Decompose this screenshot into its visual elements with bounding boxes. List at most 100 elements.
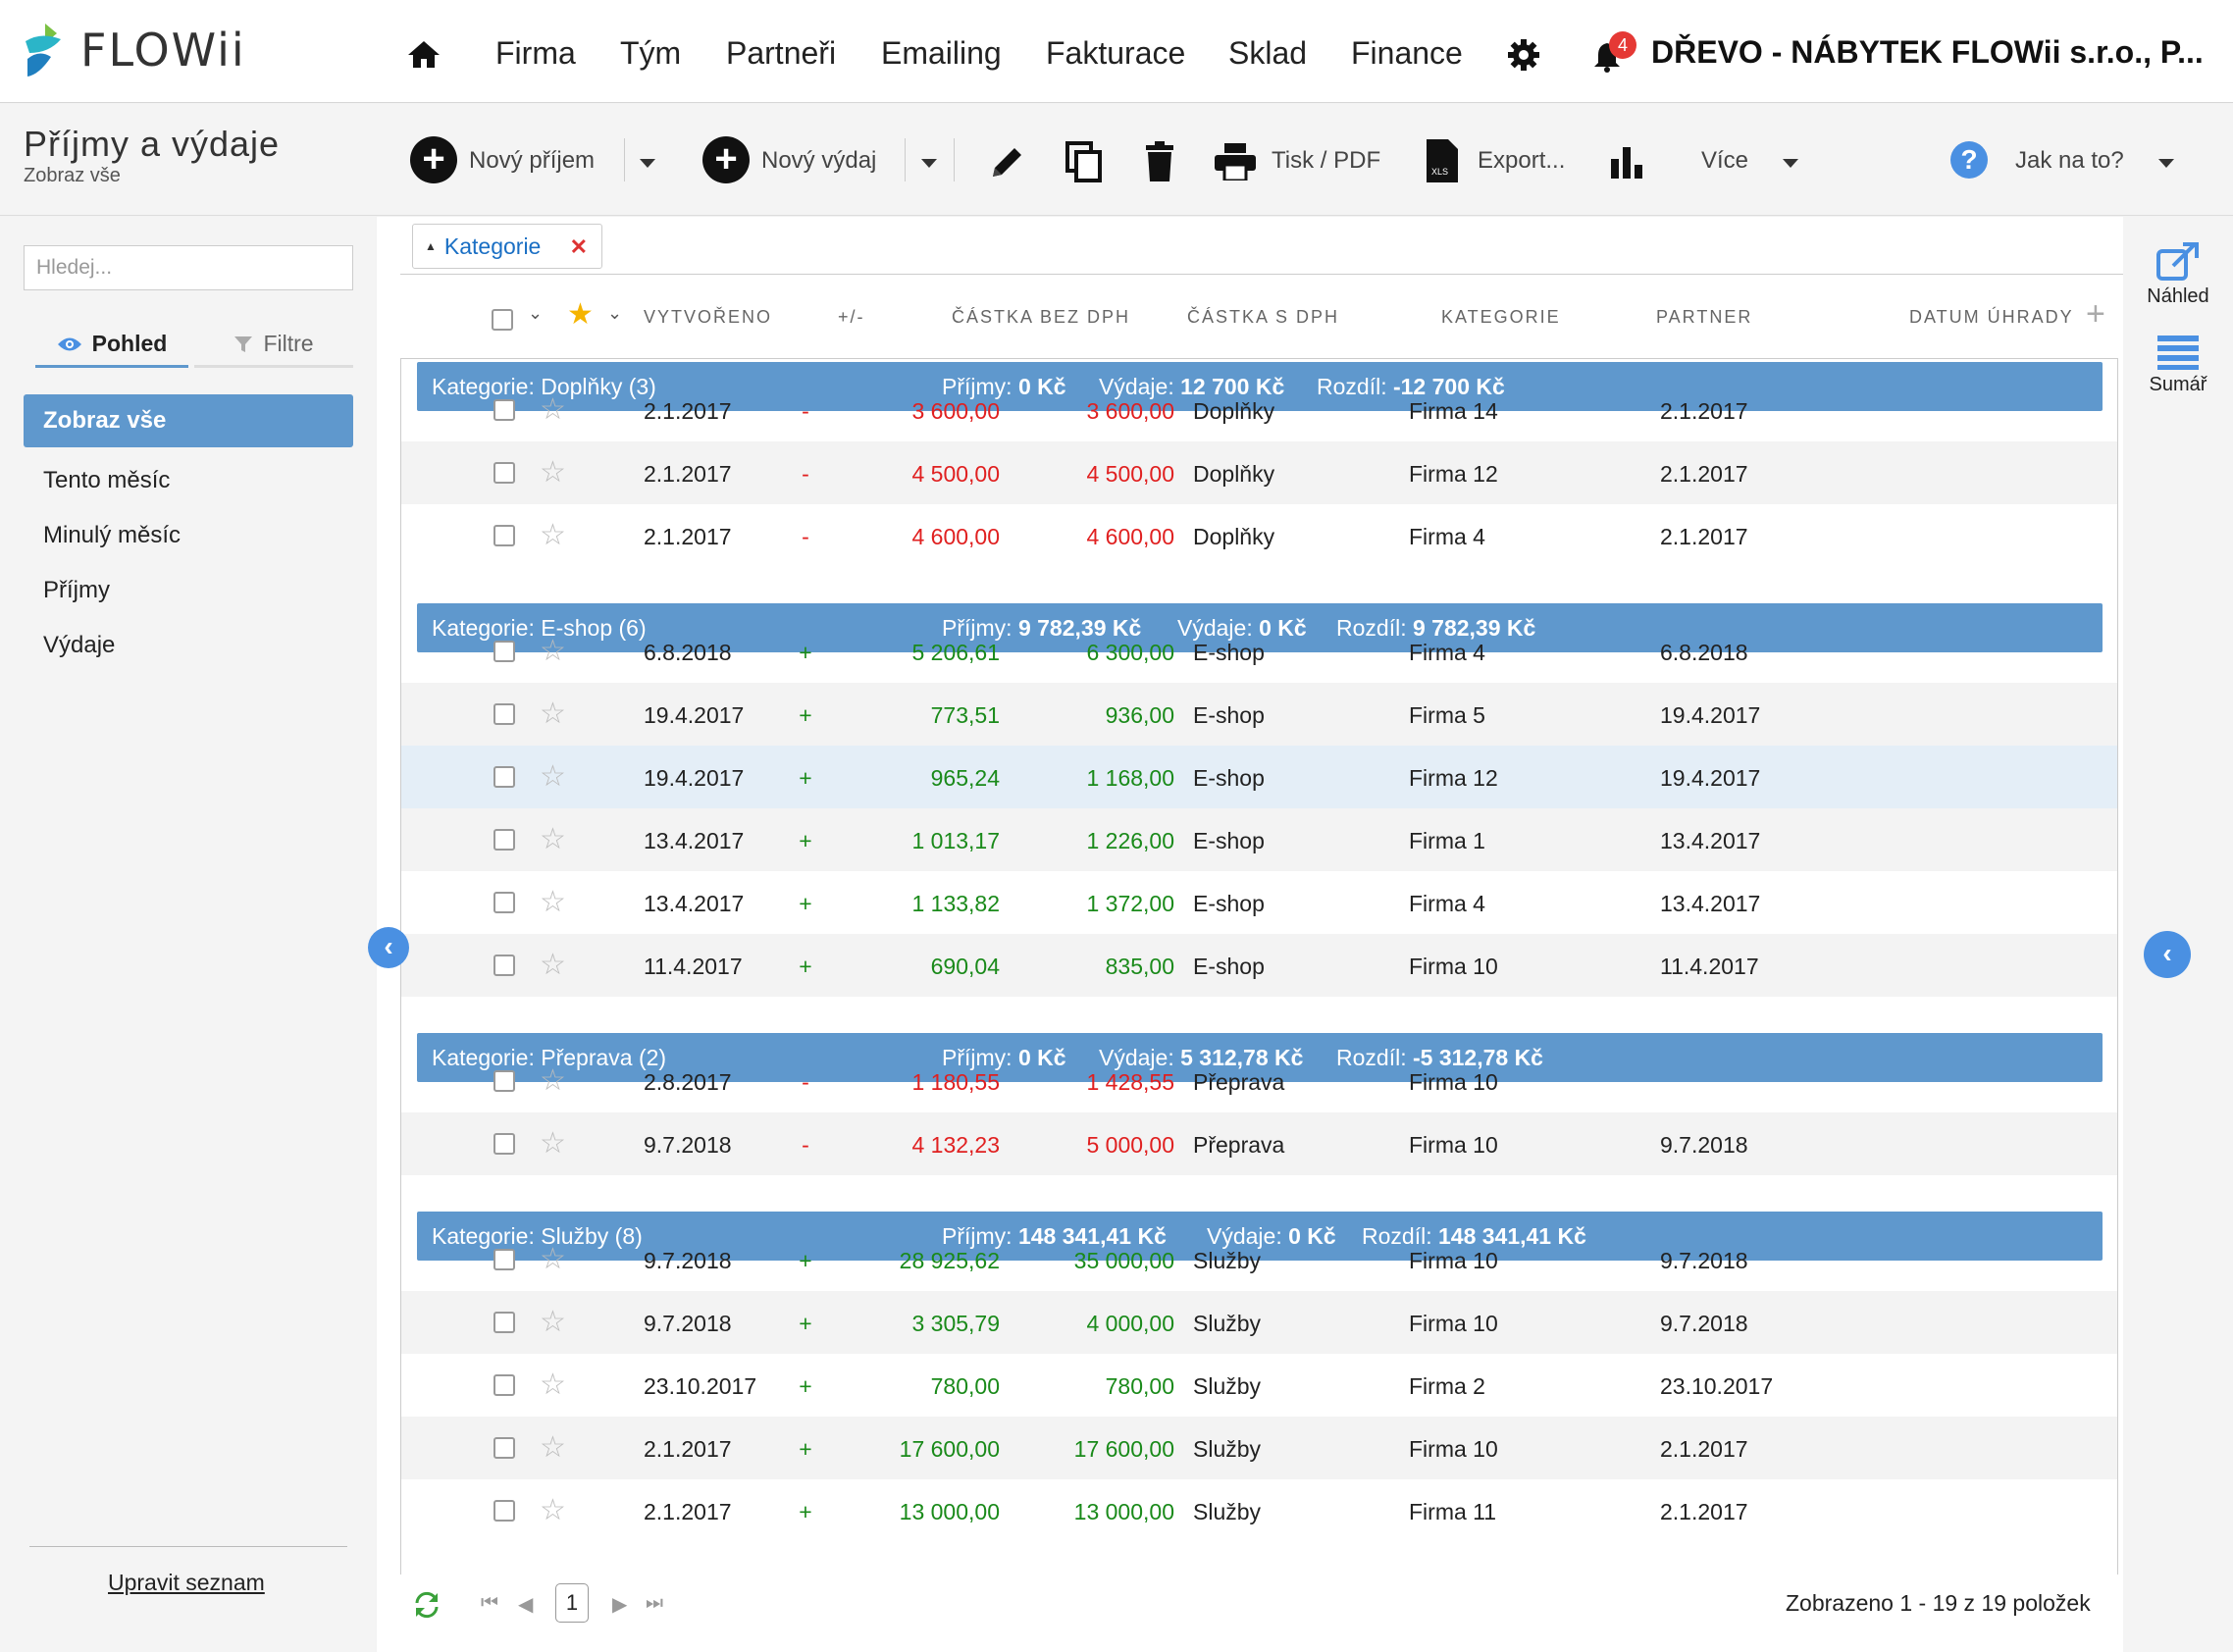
group-by-chip[interactable]: ▲ Kategorie ✕: [412, 224, 602, 269]
row-checkbox[interactable]: [493, 1312, 515, 1333]
row-checkbox[interactable]: [493, 462, 515, 484]
table-row[interactable]: ☆ 9.7.2018 - 4 132,23 5 000,00 Přeprava Firma …: [401, 1112, 2117, 1175]
row-checkbox[interactable]: [493, 703, 515, 725]
search-input[interactable]: [24, 245, 353, 290]
favorite-star-icon[interactable]: ☆: [540, 519, 566, 551]
row-checkbox[interactable]: [493, 1500, 515, 1522]
edit-icon[interactable]: [989, 143, 1026, 181]
excel-export-icon[interactable]: XLS: [1427, 139, 1458, 182]
new-expense-dropdown-icon[interactable]: [921, 159, 937, 168]
select-all-checkbox[interactable]: [492, 309, 513, 331]
col-net[interactable]: ČÁSTKA BEZ DPH: [952, 307, 1131, 327]
table-row[interactable]: ☆ 6.8.2018 +5 206,61 6 300,00 E-shop Firma 4 6…: [401, 620, 2117, 683]
edit-list-link[interactable]: Upravit seznam: [108, 1570, 265, 1595]
col-category[interactable]: KATEGORIE: [1441, 307, 1561, 327]
favorite-star-icon[interactable]: ☆: [540, 823, 566, 855]
summary-label[interactable]: Sumář: [2149, 374, 2207, 395]
row-checkbox[interactable]: [493, 1437, 515, 1459]
bar-chart-icon[interactable]: [1610, 145, 1643, 179]
table-row[interactable]: ☆ 13.4.2017 +1 013,17 1 226,00 E-shop Firma 1…: [401, 808, 2117, 871]
export-button[interactable]: Export...: [1478, 147, 1566, 174]
help-icon[interactable]: ?: [1950, 141, 1988, 179]
print-icon[interactable]: [1215, 143, 1256, 181]
more-button[interactable]: Více: [1701, 147, 1749, 174]
external-preview-icon[interactable]: [2155, 242, 2199, 282]
row-checkbox[interactable]: [493, 1374, 515, 1396]
group-header[interactable]: Kategorie: E-shop (6) Příjmy: 9 782,39 K…: [417, 603, 2103, 652]
favorite-star-icon[interactable]: ☆: [540, 1368, 566, 1401]
row-checkbox[interactable]: [493, 955, 515, 976]
favorite-star-icon[interactable]: ☆: [540, 635, 566, 667]
favorite-star-icon[interactable]: ☆: [540, 393, 566, 426]
favorite-star-icon[interactable]: ☆: [540, 886, 566, 918]
more-dropdown-icon[interactable]: [1783, 159, 1798, 168]
row-checkbox[interactable]: [493, 1070, 515, 1092]
table-row[interactable]: ☆ 19.4.2017 +773,51 936,00 E-shop Firma 5 19.4…: [401, 683, 2117, 746]
refresh-icon[interactable]: [412, 1591, 441, 1619]
current-page[interactable]: 1: [555, 1583, 589, 1623]
trash-icon[interactable]: [1144, 141, 1175, 182]
table-row[interactable]: ☆ 23.10.2017 +780,00 780,00 Služby Firma 2 23.…: [401, 1354, 2117, 1417]
group-header[interactable]: Kategorie: Doplňky (3) Příjmy: 0 Kč Výda…: [417, 362, 2103, 411]
company-name[interactable]: DŘEVO - NÁBYTEK FLOWii s.r.o., P...: [1651, 34, 2204, 70]
prev-page-icon[interactable]: ◀: [518, 1594, 534, 1616]
nav-sklad[interactable]: Sklad: [1228, 35, 1308, 71]
add-expense-icon[interactable]: +: [702, 136, 750, 183]
flowii-logo[interactable]: FLOWii: [22, 18, 267, 82]
collapse-preview-icon[interactable]: ‹: [2144, 931, 2191, 978]
nav-finance[interactable]: Finance: [1351, 35, 1463, 71]
nav-partneri[interactable]: Partneři: [726, 35, 837, 71]
nav-firma[interactable]: Firma: [495, 35, 576, 71]
sidebar-item-income[interactable]: Příjmy: [43, 577, 110, 603]
group-header[interactable]: Kategorie: Přeprava (2) Příjmy: 0 Kč Výd…: [417, 1033, 2103, 1082]
help-dropdown-icon[interactable]: [2158, 159, 2174, 168]
favorite-star-icon[interactable]: ☆: [540, 1243, 566, 1275]
col-paid-date[interactable]: DATUM ÚHRADY: [1909, 307, 2074, 327]
tab-view[interactable]: Pohled: [35, 323, 188, 368]
favorite-star-icon[interactable]: ☆: [540, 1306, 566, 1338]
table-row[interactable]: ☆ 11.4.2017 +690,04 835,00 E-shop Firma 10 11.…: [401, 934, 2117, 997]
favorite-star-icon[interactable]: ☆: [540, 1494, 566, 1526]
select-dropdown-icon[interactable]: ⌄: [528, 303, 544, 323]
row-checkbox[interactable]: [493, 766, 515, 788]
row-checkbox[interactable]: [493, 829, 515, 851]
col-created[interactable]: VYTVOŘENO: [644, 307, 773, 327]
favorite-star-icon[interactable]: ☆: [540, 697, 566, 730]
last-page-icon[interactable]: ⏭: [646, 1592, 663, 1614]
favorite-star-icon[interactable]: ☆: [540, 949, 566, 981]
collapse-sidebar-icon[interactable]: ‹: [368, 927, 409, 968]
remove-group-icon[interactable]: ✕: [569, 234, 588, 259]
sidebar-item-last-month[interactable]: Minulý měsíc: [43, 522, 182, 548]
next-page-icon[interactable]: ▶: [612, 1594, 628, 1616]
gear-icon[interactable]: [1507, 38, 1540, 72]
table-row[interactable]: ☆ 13.4.2017 +1 133,82 1 372,00 E-shop Firma 4…: [401, 871, 2117, 934]
favorite-header-icon[interactable]: ★: [567, 298, 594, 331]
col-gross[interactable]: ČÁSTKA S DPH: [1187, 307, 1340, 327]
table-row[interactable]: ☆ 2.1.2017 +17 600,00 17 600,00 Služby Firma …: [401, 1417, 2117, 1479]
new-income-button[interactable]: Nový příjem: [469, 147, 596, 174]
copy-icon[interactable]: [1065, 141, 1103, 182]
help-button[interactable]: Jak na to?: [2015, 147, 2124, 174]
row-checkbox[interactable]: [493, 1133, 515, 1155]
add-income-icon[interactable]: +: [410, 136, 457, 183]
tab-filter[interactable]: Filtre: [194, 323, 353, 368]
table-row[interactable]: ☆ 2.1.2017 +13 000,00 13 000,00 Služby Firma …: [401, 1479, 2117, 1542]
nav-fakturace[interactable]: Fakturace: [1046, 35, 1186, 71]
table-row[interactable]: ☆ 9.7.2018 +28 925,62 35 000,00 Služby Firma …: [401, 1228, 2117, 1291]
favorite-star-icon[interactable]: ☆: [540, 456, 566, 489]
table-row[interactable]: ☆ 2.1.2017 - 4 600,00 4 600,00 Doplňky Firma 4…: [401, 504, 2117, 567]
sidebar-item-expenses[interactable]: Výdaje: [43, 632, 116, 658]
table-row[interactable]: ☆ 9.7.2018 +3 305,79 4 000,00 Služby Firma 10…: [401, 1291, 2117, 1354]
summary-list-icon[interactable]: [2157, 335, 2199, 370]
table-row[interactable]: ☆ 19.4.2017 +965,24 1 168,00 E-shop Firma 12 1…: [401, 746, 2117, 808]
row-checkbox[interactable]: [493, 641, 515, 662]
row-checkbox[interactable]: [493, 399, 515, 421]
col-partner[interactable]: PARTNER: [1656, 307, 1753, 327]
favorite-star-icon[interactable]: ☆: [540, 1064, 566, 1097]
new-expense-button[interactable]: Nový výdaj: [761, 147, 877, 174]
nav-tym[interactable]: Tým: [620, 35, 682, 71]
col-sign[interactable]: +/-: [838, 307, 865, 327]
sidebar-item-all[interactable]: Zobraz vše: [24, 394, 353, 447]
sidebar-item-this-month[interactable]: Tento měsíc: [43, 467, 171, 493]
nav-emailing[interactable]: Emailing: [881, 35, 1002, 71]
